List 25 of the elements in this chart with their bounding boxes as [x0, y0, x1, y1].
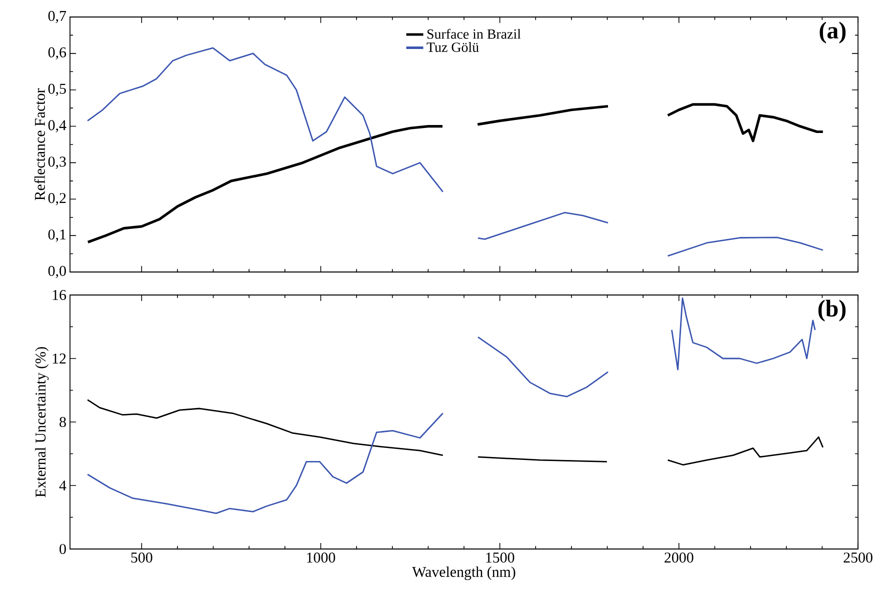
x-tick-label: 1000 — [307, 552, 336, 563]
x-tick-label: 1500 — [486, 552, 514, 563]
y-tick-label: 0,5 — [48, 84, 66, 96]
y-tick-label: 4 — [59, 480, 66, 490]
annotation: (b) — [818, 300, 846, 322]
y-tick-label: 0,7 — [48, 10, 66, 24]
y-tick-label: 0,0 — [48, 266, 66, 278]
y-axis-title: Reflectance Factor — [34, 88, 45, 200]
y-tick-label: 0,1 — [48, 229, 66, 242]
x-tick-label: 2500 — [844, 552, 872, 563]
y-tick-label: 0,2 — [48, 193, 66, 206]
x-tick-label: 500 — [131, 552, 152, 563]
y-tick-label: 12 — [52, 354, 66, 364]
y-tick-label: 16 — [52, 290, 66, 300]
x-tick-label: 2000 — [664, 552, 694, 563]
y-tick-label: 8 — [60, 416, 66, 428]
legend-label: Tuz Gölü — [426, 42, 479, 52]
legend-label: Surface in Brazil — [427, 28, 521, 39]
y-tick-label: 0,3 — [48, 156, 66, 169]
annotation: (a) — [820, 22, 846, 44]
y-axis-title: External Uncertainty (%) — [35, 347, 49, 498]
y-tick-label: 0 — [60, 544, 66, 554]
y-tick-label: 0,6 — [48, 47, 66, 60]
x-axis-title: Wavelength (nm) — [412, 566, 516, 580]
y-tick-label: 0,4 — [48, 120, 66, 132]
